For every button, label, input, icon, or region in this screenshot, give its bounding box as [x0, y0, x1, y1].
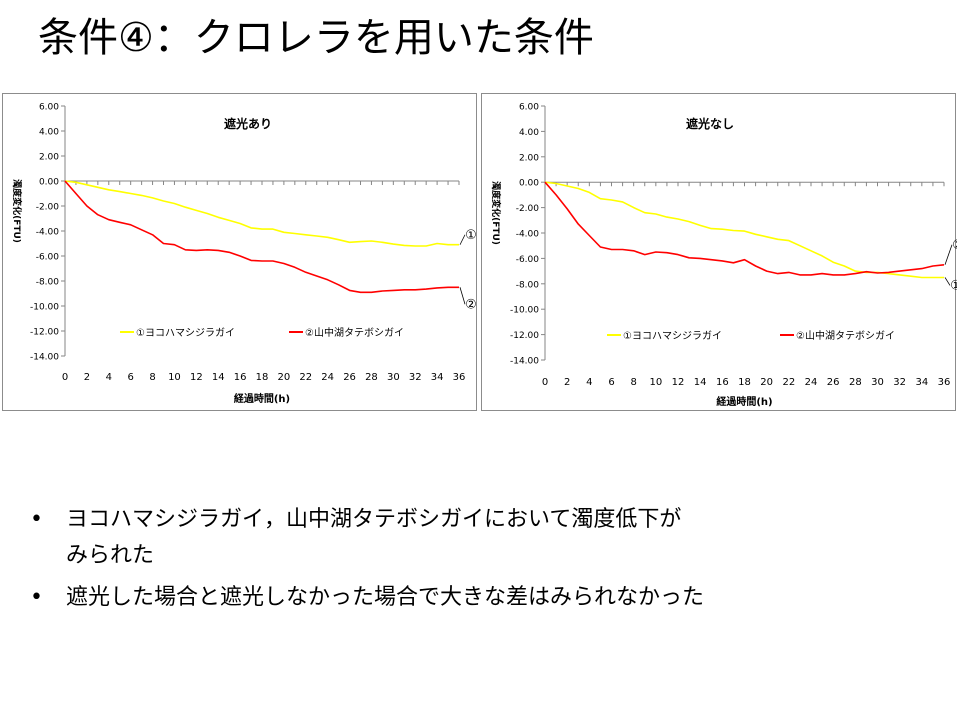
y-tick-label: -2.00: [36, 203, 60, 213]
series-line: [64, 180, 459, 294]
x-tick-label: 16: [234, 372, 247, 383]
line-chart-no-shade: 6.00 4.00 2.00 0.00 -2.00 -4.00 -6.00 -8.00 -10.…: [490, 103, 957, 409]
x-tick-label: 34: [915, 377, 928, 388]
x-tick-label: 8: [630, 377, 636, 388]
x-tick-label: 0: [542, 377, 548, 388]
x-tick-label: 18: [256, 372, 269, 383]
x-tick-label: 10: [649, 377, 662, 388]
y-tick-label: -14.00: [30, 353, 59, 363]
series-line: [64, 180, 459, 247]
y-tick-label: 6.00: [39, 103, 59, 113]
y-tick-label: 0.00: [39, 178, 59, 188]
x-tick-label: 2: [84, 372, 90, 383]
x-tick-label: 22: [299, 372, 312, 383]
x-tick-label: 4: [586, 377, 592, 388]
y-tick-label: 6.00: [519, 103, 539, 113]
end-label-leader: [459, 234, 466, 245]
series-end-label: ②: [465, 297, 477, 312]
y-tick-label: -14.00: [510, 357, 539, 367]
y-tick-label: -4.00: [516, 230, 540, 240]
x-tick-label: 36: [938, 377, 951, 388]
x-tick-label: 6: [608, 377, 614, 388]
chart-panel-shade: 6.00 4.00 2.00 0.00 -2.00 -4.00 -6.00 -8.00 -10.…: [2, 93, 477, 411]
y-tick-label: -2.00: [516, 204, 540, 214]
x-tick-label: 0: [62, 372, 68, 383]
series-end-label: ①: [465, 228, 477, 243]
x-axis-label: 経過時間(h): [234, 392, 290, 405]
x-tick-label: 26: [827, 377, 840, 388]
x-axis-label: 経過時間(h): [716, 395, 772, 408]
y-tick-label: -6.00: [516, 255, 540, 265]
x-tick-label: 28: [849, 377, 862, 388]
x-tick-label: 4: [106, 372, 112, 383]
y-tick-label: 0.00: [519, 179, 539, 189]
x-tick-label: 20: [760, 377, 773, 388]
y-axis-label: 濁度変化(FTU): [11, 179, 23, 243]
line-chart-shade: 6.00 4.00 2.00 0.00 -2.00 -4.00 -6.00 -8.00 -10.…: [11, 103, 477, 406]
y-tick-label: 4.00: [39, 128, 59, 138]
y-tick-label: -4.00: [36, 228, 60, 238]
legend-label: ②山中湖タテボシガイ: [305, 326, 404, 339]
x-tick-label: 14: [212, 372, 225, 383]
x-tick-label: 26: [343, 372, 356, 383]
x-tick-label: 12: [190, 372, 203, 383]
series-line: [544, 181, 944, 279]
x-tick-label: 24: [805, 377, 818, 388]
y-tick-label: -6.00: [36, 253, 60, 263]
y-tick-label: -12.00: [510, 331, 539, 341]
bullet-list: • ヨコハマシジラガイ，山中湖タテボシガイにおいて濁度低下が みられた • 遮光…: [30, 502, 940, 616]
x-tick-label: 10: [168, 372, 181, 383]
y-tick-label: -8.00: [516, 280, 540, 290]
legend-label: ②山中湖タテボシガイ: [796, 329, 895, 342]
bullet-item: • ヨコハマシジラガイ，山中湖タテボシガイにおいて濁度低下が みられた: [30, 502, 940, 574]
x-tick-label: 32: [893, 377, 906, 388]
x-tick-label: 30: [871, 377, 884, 388]
end-label-leader: [944, 277, 951, 286]
x-tick-label: 24: [321, 372, 334, 383]
y-axis-label: 濁度変化(FTU): [490, 181, 502, 245]
y-tick-label: 2.00: [39, 153, 59, 163]
end-label-leader: [459, 287, 466, 305]
x-tick-label: 32: [409, 372, 422, 383]
x-tick-label: 14: [694, 377, 707, 388]
chart-title: 遮光なし: [686, 116, 734, 131]
bullet-text: ヨコハマシジラガイ，山中湖タテボシガイにおいて濁度低下が みられた: [66, 507, 682, 568]
bullet-item: • 遮光した場合と遮光しなかった場合で大きな差はみられなかった: [30, 580, 940, 616]
y-tick-label: -10.00: [30, 303, 59, 313]
bullet-text: 遮光した場合と遮光しなかった場合で大きな差はみられなかった: [66, 585, 705, 610]
bullet-marker: •: [30, 507, 43, 532]
chart-title: 遮光あり: [224, 116, 272, 131]
x-tick-label: 34: [431, 372, 444, 383]
legend-label: ①ヨコハマシジラガイ: [136, 327, 235, 339]
x-tick-label: 20: [278, 372, 291, 383]
series-end-label: ①: [950, 278, 957, 293]
y-tick-label: 2.00: [519, 153, 539, 163]
y-tick-label: -12.00: [30, 328, 59, 338]
series-end-label: ②: [952, 238, 957, 253]
x-tick-label: 16: [716, 377, 729, 388]
y-tick-label: -10.00: [510, 306, 539, 316]
end-label-leader: [944, 244, 953, 265]
x-tick-label: 6: [127, 372, 133, 383]
x-tick-label: 12: [672, 377, 685, 388]
x-tick-label: 18: [738, 377, 751, 388]
x-tick-label: 36: [453, 372, 466, 383]
y-tick-label: 4.00: [519, 128, 539, 138]
slide-title: 条件④：クロレラを用いた条件: [38, 15, 594, 61]
x-tick-label: 30: [387, 372, 400, 383]
x-tick-label: 28: [365, 372, 378, 383]
x-tick-label: 22: [782, 377, 795, 388]
x-tick-label: 2: [564, 377, 570, 388]
y-tick-label: -8.00: [36, 278, 60, 288]
series-line: [544, 181, 945, 276]
x-tick-label: 8: [149, 372, 155, 383]
bullet-marker: •: [30, 585, 43, 610]
legend-label: ①ヨコハマシジラガイ: [623, 330, 722, 342]
chart-panel-no-shade: 6.00 4.00 2.00 0.00 -2.00 -4.00 -6.00 -8.00 -10.…: [481, 93, 957, 411]
